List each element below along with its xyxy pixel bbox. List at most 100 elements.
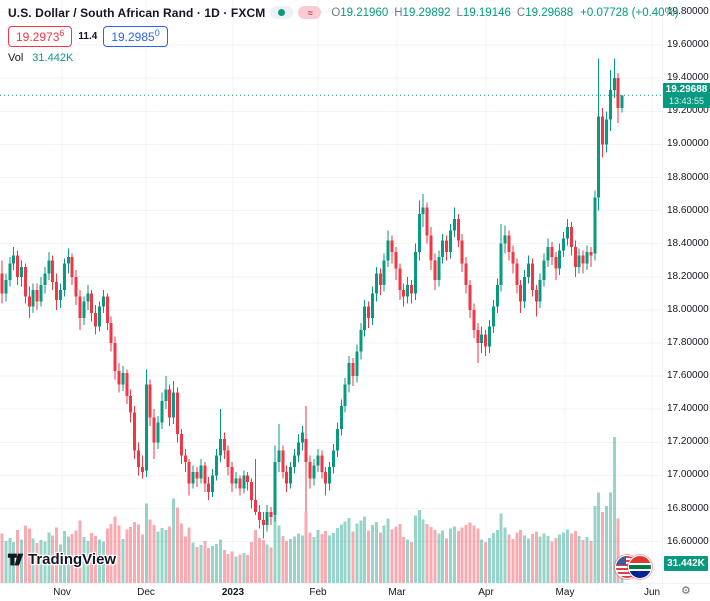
- candle-body: [456, 218, 460, 241]
- buy-ask-button[interactable]: 19.29850: [103, 26, 168, 47]
- time-axis-label-dec: Dec: [137, 587, 155, 598]
- tradingview-logo-icon: [7, 553, 24, 566]
- chart-header: U.S. Dollar / South African Rand · 1D · …: [8, 4, 679, 64]
- candle-body: [140, 467, 144, 473]
- volume-bar: [187, 527, 191, 583]
- market-open-icon[interactable]: [270, 6, 294, 19]
- time-axis[interactable]: Nov Dec 2023 Feb Mar Apr May Jun: [0, 583, 710, 601]
- volume-bar: [425, 523, 429, 583]
- volume-bar: [304, 511, 308, 583]
- usd-flag-canton: [616, 556, 626, 565]
- candle-body: [495, 285, 499, 307]
- volume-bar: [328, 535, 332, 583]
- sell-bid-button[interactable]: 19.29736: [8, 26, 73, 47]
- candle-body: [101, 296, 105, 307]
- candle-body: [402, 290, 406, 297]
- volume-bar: [39, 540, 43, 583]
- price-axis-label: 18.00000: [667, 303, 709, 315]
- candle-body: [98, 306, 101, 327]
- price-axis-label: 18.40000: [667, 237, 709, 249]
- candle-body: [250, 482, 254, 501]
- volume-bar: [367, 530, 371, 583]
- candle-body: [530, 263, 534, 291]
- candle-body: [59, 290, 62, 300]
- volume-bar: [410, 541, 413, 583]
- candle-body: [222, 438, 226, 451]
- volume-bar: [523, 535, 527, 583]
- price-axis-label: 19.00000: [667, 138, 709, 150]
- candle-body: [246, 475, 250, 483]
- volume-bar: [226, 554, 230, 583]
- candle-body: [367, 306, 371, 319]
- candle-body: [308, 462, 312, 479]
- volume-bar: [445, 538, 449, 583]
- candle-body: [511, 251, 515, 264]
- volume-legend: Vol 31.442K: [8, 52, 679, 64]
- volume-bar: [511, 538, 515, 583]
- volume-bar: [133, 522, 137, 583]
- volume-bar: [289, 538, 293, 583]
- candle-body: [230, 467, 234, 484]
- volume-bar: [472, 525, 476, 583]
- volume-bar: [566, 529, 569, 583]
- candle-body: [296, 442, 300, 456]
- zar-flag-icon: [628, 555, 652, 579]
- candle-body: [616, 78, 620, 108]
- volume-bar: [35, 543, 39, 583]
- volume-bar: [347, 517, 351, 583]
- candle-body: [382, 260, 386, 286]
- candle-body: [371, 293, 374, 319]
- symbol-title[interactable]: U.S. Dollar / South African Rand · 1D · …: [8, 5, 266, 20]
- volume-bar: [156, 531, 160, 583]
- tradingview-logo[interactable]: TradingView: [7, 551, 116, 568]
- low-value: 19.19146: [462, 6, 511, 19]
- volume-bar: [74, 530, 78, 583]
- candle-body: [410, 285, 413, 294]
- candle-body: [480, 334, 484, 343]
- volume-bar: [117, 525, 121, 583]
- price-axis-label: 19.80000: [667, 6, 709, 17]
- candle-body: [281, 450, 285, 473]
- volume-bar: [363, 516, 367, 583]
- candle-body: [254, 500, 257, 512]
- volume-bar: [343, 521, 347, 583]
- volume-bar: [4, 540, 8, 583]
- candle-body: [304, 438, 308, 463]
- data-flag-icon[interactable]: ≈: [298, 6, 322, 19]
- gear-icon[interactable]: ⚙: [681, 585, 691, 597]
- volume-bar: [441, 530, 445, 583]
- candle-body: [156, 422, 160, 443]
- candle-body: [117, 371, 121, 385]
- volume-bar: [238, 554, 242, 583]
- candle-body: [608, 89, 612, 120]
- candle-body: [491, 306, 495, 327]
- volume-bar: [417, 510, 421, 583]
- candle-body: [172, 392, 176, 418]
- bar-countdown: 13:43:55: [668, 96, 705, 106]
- candle-body: [312, 465, 316, 479]
- volume-bar: [257, 537, 261, 583]
- currency-pair-flags: [615, 554, 655, 579]
- candle-body: [328, 467, 332, 484]
- high-value: 19.29892: [402, 6, 451, 19]
- volume-bar: [27, 528, 31, 583]
- candle-body: [355, 351, 359, 377]
- volume-label[interactable]: Vol: [8, 52, 24, 64]
- volume-bar: [581, 540, 585, 583]
- volume-bar: [179, 523, 183, 583]
- candle-body: [433, 260, 437, 281]
- volume-bar: [55, 527, 59, 583]
- volume-bar: [121, 538, 125, 583]
- volume-bar: [246, 555, 250, 583]
- candle-body: [398, 268, 402, 291]
- candle-body: [152, 417, 156, 443]
- price-axis-label: 18.60000: [667, 204, 709, 216]
- candle-body: [90, 293, 94, 314]
- candle-body: [468, 285, 472, 310]
- volume-bar: [176, 507, 179, 583]
- price-axis-label: 16.80000: [667, 502, 709, 514]
- candle-body: [23, 266, 27, 297]
- volume-bar: [398, 523, 402, 583]
- candle-body: [242, 475, 246, 489]
